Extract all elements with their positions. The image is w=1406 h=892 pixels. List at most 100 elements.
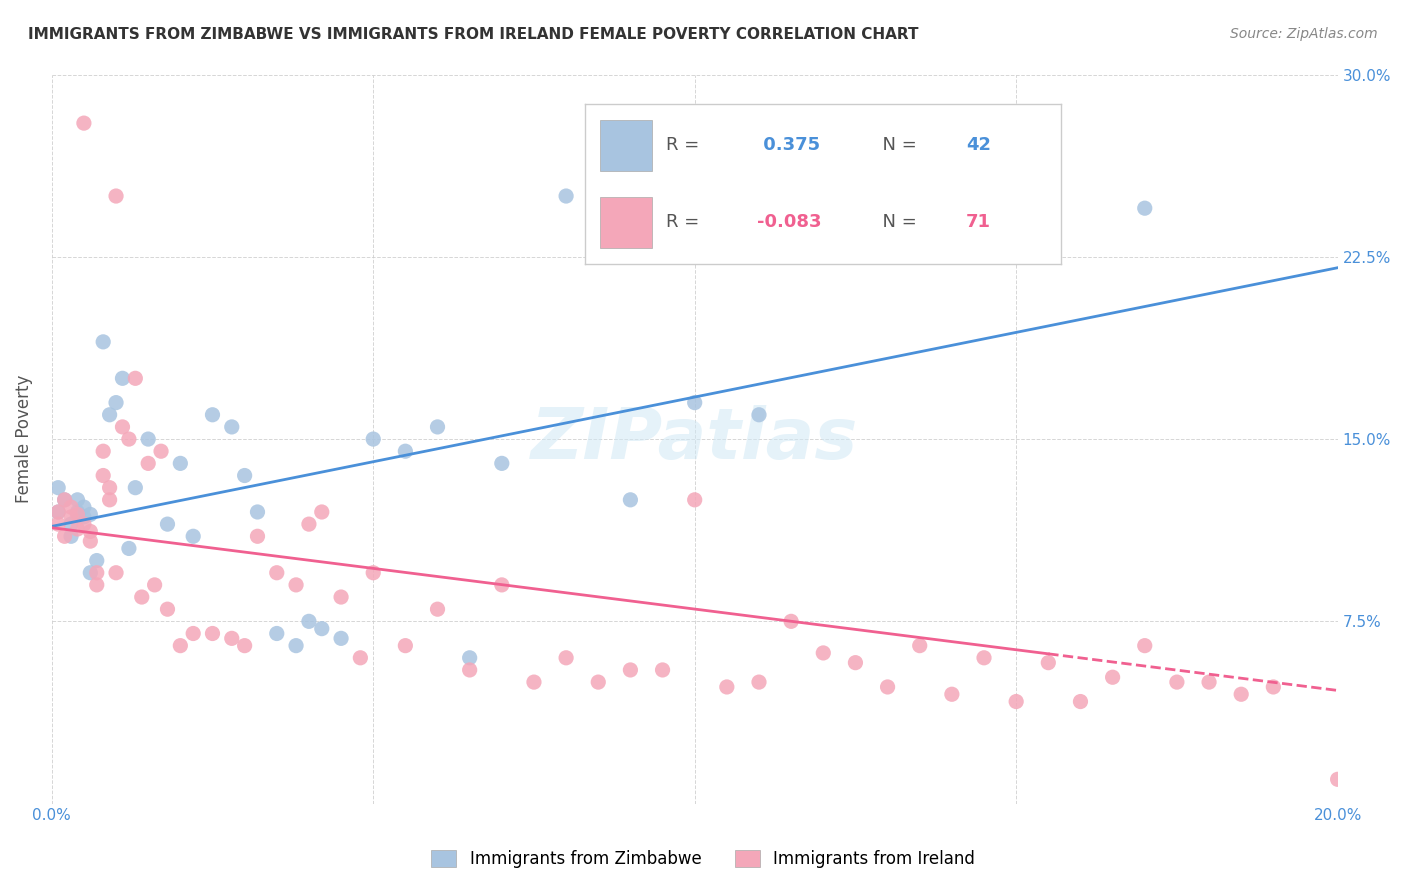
Point: [458, 663, 481, 677]
Point: [79, 508, 101, 522]
Point: [98, 492, 121, 507]
Point: [118, 432, 141, 446]
Point: [201, 408, 224, 422]
Point: [150, 444, 173, 458]
Point: [233, 639, 256, 653]
Point: [1005, 694, 1028, 708]
Point: [66, 508, 89, 522]
Point: [136, 432, 159, 446]
Point: [233, 468, 256, 483]
Point: [844, 656, 866, 670]
Text: IMMIGRANTS FROM ZIMBABWE VS IMMIGRANTS FROM IRELAND FEMALE POVERTY CORRELATION C: IMMIGRANTS FROM ZIMBABWE VS IMMIGRANTS F…: [28, 27, 918, 42]
Point: [246, 505, 269, 519]
Point: [60, 529, 83, 543]
Point: [73, 116, 96, 130]
Point: [79, 534, 101, 549]
Point: [60, 509, 83, 524]
Point: [298, 517, 321, 532]
Point: [361, 566, 384, 580]
Text: Source: ZipAtlas.com: Source: ZipAtlas.com: [1230, 27, 1378, 41]
Point: [73, 500, 96, 515]
Point: [98, 408, 121, 422]
Point: [973, 650, 995, 665]
Point: [1101, 670, 1123, 684]
Point: [683, 492, 706, 507]
Point: [876, 680, 898, 694]
Point: [1326, 772, 1348, 787]
Point: [426, 602, 449, 616]
Point: [156, 517, 179, 532]
Point: [586, 675, 609, 690]
Point: [73, 509, 96, 524]
Point: [311, 622, 333, 636]
Point: [111, 371, 134, 385]
Point: [79, 524, 101, 539]
Point: [86, 553, 108, 567]
Point: [1263, 680, 1285, 694]
Point: [124, 481, 146, 495]
Point: [330, 590, 353, 604]
Point: [619, 663, 641, 677]
Point: [394, 639, 416, 653]
Point: [91, 334, 114, 349]
Point: [46, 505, 69, 519]
Point: [426, 420, 449, 434]
Point: [1198, 675, 1220, 690]
Point: [908, 639, 931, 653]
Point: [748, 408, 770, 422]
Point: [1230, 687, 1253, 701]
Point: [651, 663, 673, 677]
Point: [394, 444, 416, 458]
Point: [201, 626, 224, 640]
Point: [813, 646, 835, 660]
Point: [1166, 675, 1188, 690]
Point: [683, 395, 706, 409]
Point: [53, 492, 76, 507]
Point: [266, 626, 288, 640]
Point: [79, 566, 101, 580]
Point: [523, 675, 546, 690]
Point: [1069, 694, 1091, 708]
Point: [941, 687, 963, 701]
Point: [266, 566, 288, 580]
Point: [221, 632, 243, 646]
Point: [619, 492, 641, 507]
Point: [361, 432, 384, 446]
Point: [246, 529, 269, 543]
Point: [105, 189, 128, 203]
Point: [86, 578, 108, 592]
Point: [285, 639, 308, 653]
Point: [53, 529, 76, 543]
Point: [53, 492, 76, 507]
Point: [143, 578, 166, 592]
Point: [169, 456, 191, 470]
Point: [118, 541, 141, 556]
Point: [555, 650, 578, 665]
Point: [60, 517, 83, 532]
Point: [311, 505, 333, 519]
Point: [46, 505, 69, 519]
Point: [941, 237, 963, 252]
Point: [156, 602, 179, 616]
Point: [105, 566, 128, 580]
Point: [716, 680, 738, 694]
Point: [111, 420, 134, 434]
Point: [124, 371, 146, 385]
Point: [285, 578, 308, 592]
Point: [330, 632, 353, 646]
Legend: Immigrants from Zimbabwe, Immigrants from Ireland: Immigrants from Zimbabwe, Immigrants fro…: [425, 843, 981, 875]
Point: [91, 444, 114, 458]
Point: [491, 456, 513, 470]
Point: [105, 395, 128, 409]
Point: [169, 639, 191, 653]
Point: [349, 650, 371, 665]
Point: [298, 615, 321, 629]
Point: [66, 505, 89, 519]
Point: [181, 626, 204, 640]
Y-axis label: Female Poverty: Female Poverty: [15, 375, 32, 503]
Point: [1133, 639, 1156, 653]
Point: [181, 529, 204, 543]
Point: [555, 189, 578, 203]
Point: [46, 517, 69, 532]
Point: [748, 675, 770, 690]
